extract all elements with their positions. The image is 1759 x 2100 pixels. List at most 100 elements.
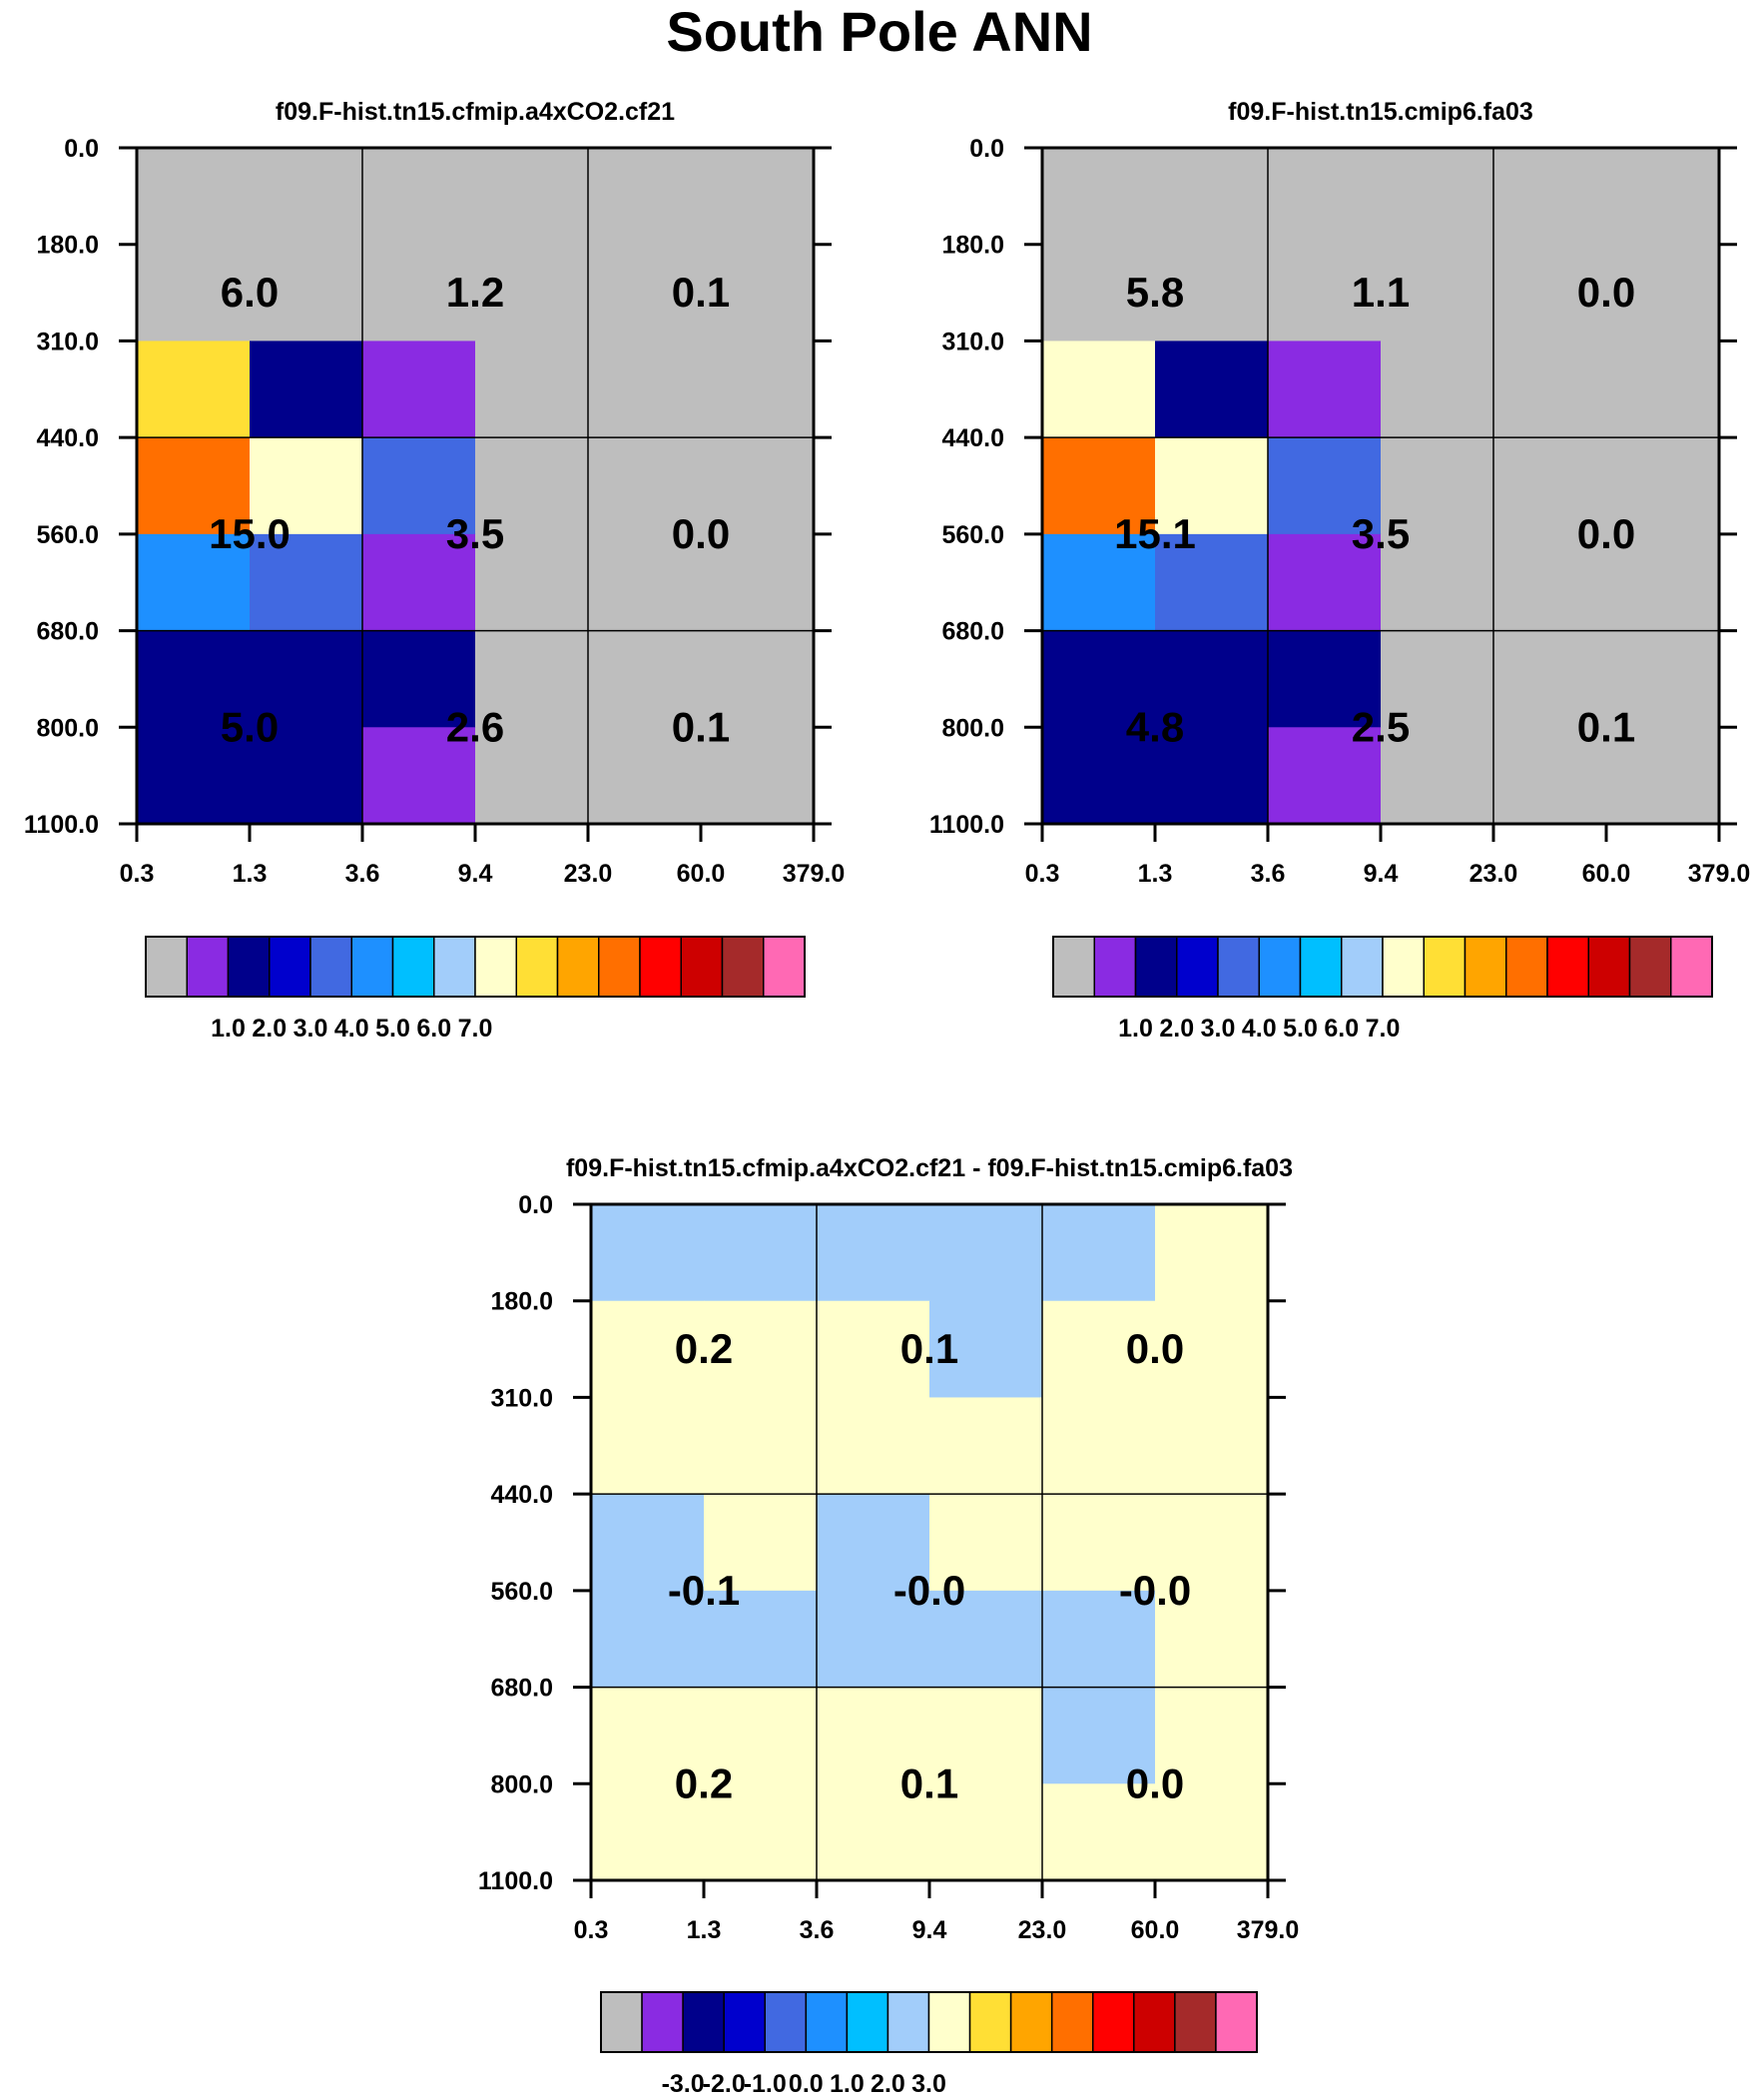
heatmap-cell <box>817 1300 930 1398</box>
heatmap-cell <box>591 1397 705 1495</box>
colorbar-label: 5.0 <box>375 1015 410 1043</box>
heatmap-cell <box>1493 727 1607 825</box>
colorbar: 1.0 2.0 3.0 4.0 5.0 6.0 7.0 <box>145 936 806 1043</box>
colorbar-box <box>680 936 724 998</box>
heatmap-cell <box>137 630 251 728</box>
heatmap-cell <box>1042 630 1156 728</box>
colorbar-box <box>1505 936 1548 998</box>
heatmap-cell <box>250 148 363 246</box>
colorbar-box <box>269 936 311 998</box>
heatmap-cell <box>137 437 251 535</box>
panel-title: f09.F-hist.tn15.cmip6.fa03 <box>1228 98 1533 126</box>
heatmap-cell <box>1606 437 1720 535</box>
heatmap-cell <box>1155 148 1269 246</box>
colorbar-label: 0.0 <box>789 2070 824 2098</box>
heatmap-cell <box>137 148 251 246</box>
heatmap-cell <box>588 341 702 438</box>
y-tick-label: 1100.0 <box>478 1867 553 1895</box>
heatmap-cell <box>475 727 589 825</box>
colorbar-box <box>309 936 352 998</box>
heatmap-cell <box>1155 727 1269 825</box>
heatmap-cell <box>1381 630 1494 728</box>
colorbar-label: 1.0 <box>830 2070 865 2098</box>
panel-title: f09.F-hist.tn15.cfmip.a4xCO2.cf21 - f09.… <box>566 1154 1293 1182</box>
heatmap-cell <box>704 1204 818 1302</box>
heatmap-cell <box>362 244 476 342</box>
x-tick-label: 23.0 <box>564 860 613 888</box>
heatmap-cell <box>1042 1397 1156 1495</box>
colorbar-label: 5.0 <box>1283 1015 1318 1043</box>
heatmap-cell <box>1042 1687 1156 1784</box>
x-tick-label: 3.6 <box>1251 860 1286 888</box>
cell-value-label: 3.5 <box>446 510 504 557</box>
cell-value-label: 6.0 <box>221 269 279 316</box>
colorbar-label: -2.0 <box>703 2070 746 2098</box>
y-tick-label: 310.0 <box>490 1384 553 1412</box>
heatmap-cell <box>1268 341 1382 438</box>
heatmap-cell <box>701 630 815 728</box>
x-tick-label: 0.3 <box>574 1916 609 1944</box>
heatmap-cell <box>1606 630 1720 728</box>
colorbar-label: 4.0 <box>1242 1015 1277 1043</box>
heatmap-cell <box>929 1397 1043 1495</box>
heatmap-cell <box>1155 1300 1269 1398</box>
cell-value-label: 15.1 <box>1114 510 1196 557</box>
colorbar: 1.0 2.0 3.0 4.0 5.0 6.0 7.0 <box>1052 936 1713 1043</box>
colorbar-box <box>1217 936 1260 998</box>
heatmap-cell <box>701 533 815 632</box>
y-tick-label: 800.0 <box>36 714 99 742</box>
colorbar-box <box>1382 936 1425 998</box>
colorbar-box <box>227 936 271 998</box>
y-tick-label: 560.0 <box>36 521 99 549</box>
colorbar-box <box>433 936 476 998</box>
colorbar: -3.0-2.0-1.0 0.0 1.0 2.0 3.0 <box>600 1991 1258 2098</box>
x-tick-label: 60.0 <box>677 860 726 888</box>
colorbar-box <box>846 1991 889 2053</box>
x-tick-label: 23.0 <box>1018 1916 1067 1944</box>
colorbar-box <box>1052 936 1095 998</box>
heatmap-cell <box>1042 244 1156 342</box>
heatmap-cell <box>591 1494 705 1592</box>
colorbar-box <box>1215 1991 1258 2053</box>
colorbar-box <box>598 936 641 998</box>
heatmap-cell <box>1381 341 1494 438</box>
colorbar-box <box>639 936 682 998</box>
heatmap-cell <box>704 1494 818 1592</box>
heatmap-cell <box>588 533 702 632</box>
heatmap-cell <box>1381 437 1494 535</box>
colorbar-box <box>1423 936 1466 998</box>
heatmap-cell <box>588 630 702 728</box>
cell-value-label: 1.1 <box>1352 269 1410 316</box>
cell-value-label: 0.0 <box>1577 269 1635 316</box>
colorbar-box <box>1134 936 1178 998</box>
heatmap-cell <box>475 437 589 535</box>
cell-value-label: 1.2 <box>446 269 504 316</box>
heatmap-cell <box>701 148 815 246</box>
y-tick-label: 560.0 <box>490 1578 553 1606</box>
heatmap-cell <box>362 148 476 246</box>
heatmap-panel-3: f09.F-hist.tn15.cfmip.a4xCO2.cf21 - f09.… <box>478 1154 1299 2098</box>
y-tick-label: 180.0 <box>490 1288 553 1316</box>
colorbar-box <box>1133 1991 1176 2053</box>
heatmap-cell <box>362 341 476 438</box>
heatmap-cell <box>475 244 589 342</box>
heatmap-cell <box>1155 1397 1269 1495</box>
y-tick-label: 440.0 <box>490 1481 553 1509</box>
heatmap-cell <box>137 341 251 438</box>
heatmap-cell <box>1493 341 1607 438</box>
colorbar-box <box>474 936 517 998</box>
y-tick-label: 0.0 <box>969 135 1004 163</box>
heatmap-cell <box>929 1300 1043 1398</box>
panel-title: f09.F-hist.tn15.cfmip.a4xCO2.cf21 <box>276 98 675 126</box>
heatmap-cell <box>929 1494 1043 1592</box>
heatmap-cell <box>701 244 815 342</box>
heatmap-cell <box>1155 437 1269 535</box>
y-tick-label: 0.0 <box>518 1191 553 1219</box>
y-tick-label: 800.0 <box>941 714 1004 742</box>
cell-value-label: 0.1 <box>900 1759 958 1806</box>
heatmap-cell <box>250 533 363 632</box>
heatmap-cell <box>1155 1687 1269 1784</box>
colorbar-box <box>1628 936 1672 998</box>
cell-value-label: 3.5 <box>1352 510 1410 557</box>
heatmap-cell <box>1381 533 1494 632</box>
